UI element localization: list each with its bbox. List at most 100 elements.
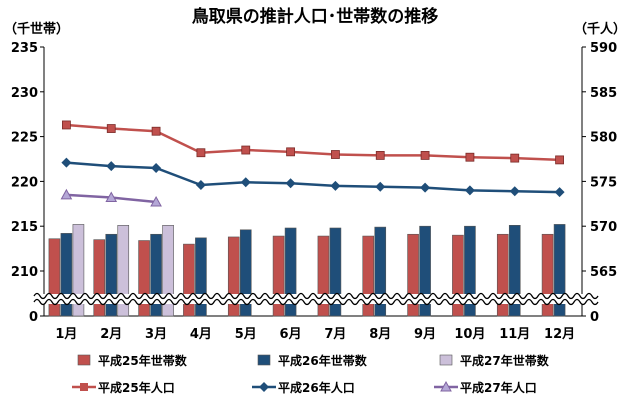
bar-1-6 (272, 235, 285, 317)
point-1-10 (465, 152, 475, 162)
bar-3-2 (117, 225, 130, 317)
legend-label-6: 平成27年人口 (460, 380, 537, 395)
bar-series-group (48, 224, 566, 317)
legend-swatch-3 (439, 354, 453, 366)
bar-2-9 (419, 225, 431, 317)
point-2-12 (554, 187, 565, 198)
legend-label-3: 平成27年世帯数 (460, 353, 550, 368)
legend-swatch-2 (257, 354, 271, 366)
point-1-12 (555, 155, 564, 165)
bar-1-11 (496, 233, 509, 317)
x-axis-category-labels: 1月 2月 3月 4月 5月 6月 7月 8月 9月 10月 11月 12月 (55, 327, 575, 342)
left-axis-unit-label: （千世帯） (4, 21, 69, 37)
point-1-2 (106, 124, 116, 133)
point-2-1 (61, 157, 72, 168)
x-tick-label-11: 11月 (499, 327, 530, 342)
point-2-4 (195, 179, 206, 190)
point-1-7 (331, 150, 340, 159)
line-series-group (60, 120, 565, 207)
right-tick-label: 585 (590, 86, 617, 101)
bar-2-1 (60, 233, 73, 317)
bar-2-6 (284, 227, 297, 317)
point-3-2 (105, 191, 118, 203)
bar-1-5 (227, 236, 240, 317)
point-2-3 (151, 162, 162, 173)
point-2-9 (420, 182, 431, 193)
x-tick-label-6: 6月 (280, 327, 302, 342)
x-tick-label-5: 5月 (235, 327, 257, 342)
left-tick-label: 210 (11, 265, 38, 280)
point-2-5 (240, 177, 251, 188)
legend-marker-5 (259, 382, 269, 392)
bar-2-8 (374, 226, 387, 317)
line-series-1 (66, 123, 560, 162)
bar-3-1 (72, 224, 85, 317)
axis-break (33, 292, 599, 306)
legend-marker-6 (440, 380, 452, 392)
bar-2-5 (239, 229, 252, 317)
line-series-2 (66, 161, 560, 194)
point-3-1 (60, 188, 73, 200)
legend-label-5: 平成26年人口 (278, 380, 355, 395)
bar-3-3 (162, 225, 174, 317)
point-1-6 (286, 147, 295, 157)
point-1-9 (420, 151, 430, 160)
left-tick-label: 235 (11, 41, 38, 56)
left-tick-label-zero: 0 (29, 310, 38, 325)
left-tick-label: 215 (11, 220, 38, 235)
point-2-8 (375, 181, 386, 192)
x-tick-label-8: 8月 (369, 327, 391, 342)
point-1-11 (510, 153, 520, 163)
right-axis-unit-label: （千人） (574, 21, 626, 37)
left-tick-label: 220 (11, 175, 38, 190)
left-tick-label: 225 (11, 131, 38, 146)
x-tick-label-10: 10月 (454, 327, 485, 342)
chart-title: 鳥取県の推計人口･世帯数の推移 (192, 6, 439, 27)
point-1-5 (241, 145, 251, 155)
right-tick-label: 565 (590, 265, 617, 280)
right-tick-label: 570 (590, 220, 617, 235)
right-tick-label: 590 (590, 41, 617, 56)
point-1-8 (375, 151, 385, 160)
x-tick-label-2: 2月 (100, 327, 122, 342)
bar-1-9 (407, 233, 419, 317)
axis-break-wave-bottom (33, 298, 599, 306)
right-axis-ticks: 565 570 575 580 585 590 0 (582, 41, 617, 325)
legend-label-4: 平成25年人口 (98, 380, 175, 395)
bar-1-8 (362, 235, 375, 317)
bar-1-7 (317, 235, 330, 317)
point-3-3 (150, 195, 162, 207)
bar-1-1 (48, 238, 61, 317)
x-tick-label-1: 1月 (55, 327, 77, 342)
point-2-2 (106, 161, 117, 172)
x-tick-label-7: 7月 (324, 327, 346, 342)
bar-1-2 (93, 239, 106, 317)
bar-2-12 (553, 224, 566, 317)
legend-label-1: 平成25年世帯数 (98, 353, 188, 368)
point-1-3 (151, 126, 161, 136)
bar-2-10 (464, 225, 476, 317)
x-tick-label-12: 12月 (544, 327, 575, 342)
point-2-7 (330, 180, 341, 191)
left-tick-label: 230 (11, 86, 38, 101)
right-tick-label: 575 (590, 175, 617, 190)
x-tick-label-3: 3月 (145, 327, 167, 342)
bar-1-4 (183, 243, 195, 317)
axis-break-wave-top (33, 292, 599, 300)
point-1-1 (62, 120, 71, 130)
legend-label-2: 平成26年世帯数 (278, 353, 368, 368)
legend-marker-4 (80, 383, 88, 391)
legend-swatch-1 (77, 354, 91, 366)
point-1-4 (196, 148, 206, 158)
bar-2-2 (105, 233, 118, 317)
bar-1-12 (541, 233, 554, 317)
point-2-10 (464, 185, 475, 196)
bar-2-3 (150, 233, 162, 317)
point-2-11 (509, 186, 520, 197)
bar-1-3 (138, 240, 150, 317)
bar-2-4 (195, 237, 207, 317)
bar-2-7 (329, 227, 342, 317)
bar-1-10 (452, 234, 464, 317)
